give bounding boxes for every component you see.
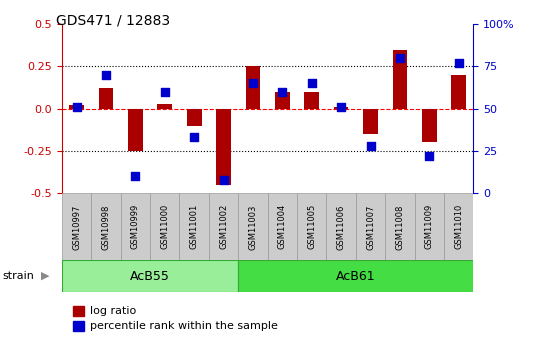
Point xyxy=(337,104,345,110)
Bar xyxy=(216,109,231,185)
Point xyxy=(160,89,169,95)
Text: GSM11003: GSM11003 xyxy=(249,204,258,249)
Text: GDS471 / 12883: GDS471 / 12883 xyxy=(56,14,171,28)
Point xyxy=(366,143,375,149)
Bar xyxy=(158,104,172,109)
Text: log ratio: log ratio xyxy=(90,306,136,316)
Bar xyxy=(246,66,260,109)
Point xyxy=(190,135,199,140)
Text: GSM11008: GSM11008 xyxy=(395,204,405,249)
Bar xyxy=(363,109,378,134)
Text: strain: strain xyxy=(3,271,34,281)
Text: GSM10998: GSM10998 xyxy=(102,204,110,249)
Bar xyxy=(62,193,91,260)
Text: GSM11009: GSM11009 xyxy=(425,204,434,249)
Text: GSM10997: GSM10997 xyxy=(72,204,81,249)
Bar xyxy=(267,193,297,260)
Bar xyxy=(73,321,84,331)
Point xyxy=(278,89,287,95)
Text: GSM11005: GSM11005 xyxy=(307,204,316,249)
Bar xyxy=(209,193,238,260)
Text: AcB61: AcB61 xyxy=(336,269,376,283)
Bar xyxy=(275,92,289,109)
Point xyxy=(455,60,463,66)
Text: percentile rank within the sample: percentile rank within the sample xyxy=(90,321,278,331)
Bar xyxy=(187,109,202,126)
Text: GSM11006: GSM11006 xyxy=(337,204,345,249)
Bar xyxy=(121,193,150,260)
Bar xyxy=(422,109,437,142)
Bar xyxy=(180,193,209,260)
Bar xyxy=(238,193,268,260)
Bar xyxy=(451,75,466,109)
Bar xyxy=(327,193,356,260)
Bar xyxy=(128,109,143,151)
Bar xyxy=(393,50,407,109)
Text: GSM10999: GSM10999 xyxy=(131,204,140,249)
Bar xyxy=(91,193,121,260)
Point xyxy=(425,153,434,159)
Bar xyxy=(62,260,238,292)
Bar xyxy=(73,306,84,316)
Text: GSM11010: GSM11010 xyxy=(454,204,463,249)
Bar xyxy=(150,193,180,260)
Text: GSM11004: GSM11004 xyxy=(278,204,287,249)
Bar xyxy=(385,193,415,260)
Point xyxy=(131,174,140,179)
Bar xyxy=(444,193,473,260)
Point xyxy=(102,72,110,78)
Bar xyxy=(415,193,444,260)
Text: AcB55: AcB55 xyxy=(130,269,170,283)
Bar xyxy=(297,193,327,260)
Text: GSM11007: GSM11007 xyxy=(366,204,375,249)
Bar xyxy=(69,105,84,109)
Bar xyxy=(305,92,319,109)
Text: GSM11002: GSM11002 xyxy=(219,204,228,249)
Point xyxy=(220,177,228,183)
Bar xyxy=(334,107,349,109)
Point xyxy=(72,104,81,110)
Bar xyxy=(238,260,473,292)
Point xyxy=(395,55,404,61)
Bar xyxy=(356,193,385,260)
Point xyxy=(307,80,316,86)
Text: GSM11000: GSM11000 xyxy=(160,204,169,249)
Text: ▶: ▶ xyxy=(41,271,49,281)
Bar xyxy=(98,88,114,109)
Text: GSM11001: GSM11001 xyxy=(190,204,199,249)
Point xyxy=(249,80,257,86)
